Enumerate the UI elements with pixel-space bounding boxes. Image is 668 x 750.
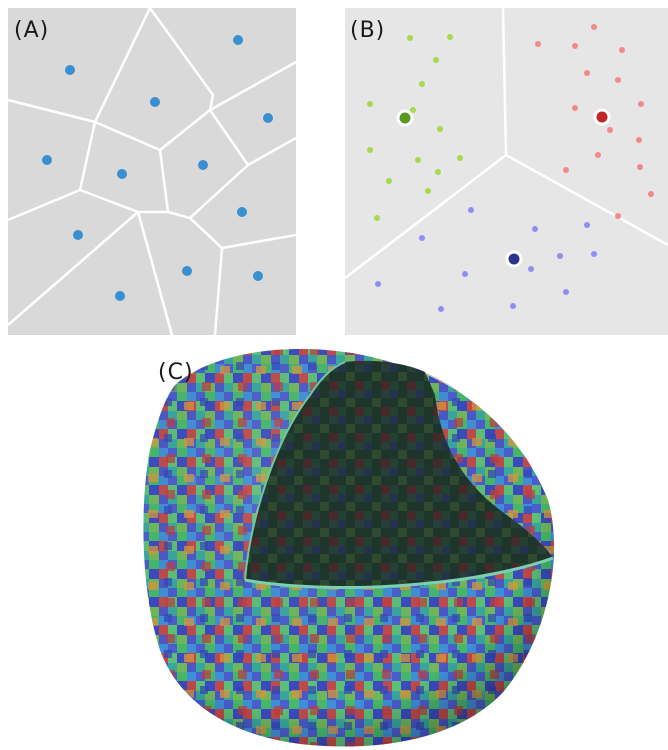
data-point bbox=[374, 215, 380, 221]
data-point bbox=[615, 213, 621, 219]
data-point bbox=[419, 235, 425, 241]
blue-cluster-points bbox=[375, 207, 597, 312]
voronoi-diagram bbox=[7, 7, 297, 336]
data-point bbox=[438, 306, 444, 312]
blue-centroid bbox=[505, 250, 523, 268]
data-point bbox=[468, 207, 474, 213]
data-point bbox=[419, 81, 425, 87]
data-point bbox=[410, 107, 416, 113]
panel-b: (B) bbox=[338, 0, 668, 340]
particle-sphere bbox=[143, 349, 555, 747]
data-point bbox=[386, 178, 392, 184]
voronoi-site bbox=[150, 97, 160, 107]
voronoi-site bbox=[198, 160, 208, 170]
cut-rim bbox=[244, 556, 554, 589]
voronoi-site bbox=[73, 230, 83, 240]
data-point bbox=[584, 222, 590, 228]
voronoi-sites bbox=[42, 35, 273, 301]
data-point bbox=[648, 191, 654, 197]
data-point bbox=[433, 57, 439, 63]
cut-edge bbox=[244, 361, 346, 581]
data-point bbox=[407, 35, 413, 41]
data-point bbox=[572, 43, 578, 49]
data-point bbox=[457, 155, 463, 161]
data-point bbox=[462, 271, 468, 277]
voronoi-site bbox=[263, 113, 273, 123]
data-point bbox=[563, 167, 569, 173]
voronoi-background bbox=[8, 8, 296, 335]
voronoi-site bbox=[233, 35, 243, 45]
data-point bbox=[563, 289, 569, 295]
data-point bbox=[607, 127, 613, 133]
data-point bbox=[557, 253, 563, 259]
data-point bbox=[636, 137, 642, 143]
data-point bbox=[572, 105, 578, 111]
voronoi-site bbox=[182, 266, 192, 276]
data-point bbox=[510, 303, 516, 309]
data-point bbox=[425, 188, 431, 194]
data-point bbox=[591, 251, 597, 257]
data-point bbox=[535, 41, 541, 47]
data-point bbox=[595, 152, 601, 158]
data-point bbox=[591, 24, 597, 30]
red-centroid bbox=[593, 108, 611, 126]
voronoi-site bbox=[117, 169, 127, 179]
panel-c: (C) bbox=[0, 340, 668, 750]
voronoi-site bbox=[237, 207, 247, 217]
voronoi-site bbox=[115, 291, 125, 301]
red-cluster-points bbox=[535, 24, 654, 219]
data-point bbox=[615, 77, 621, 83]
data-point bbox=[437, 126, 443, 132]
green-centroid bbox=[396, 109, 414, 127]
data-point bbox=[447, 34, 453, 40]
green-cluster-points bbox=[367, 34, 463, 221]
data-point bbox=[415, 157, 421, 163]
data-point bbox=[528, 266, 534, 272]
data-point bbox=[637, 164, 643, 170]
panel-c-label: (C) bbox=[158, 360, 194, 385]
cluster-boundaries bbox=[344, 7, 668, 279]
data-point bbox=[375, 281, 381, 287]
clustering-diagram bbox=[344, 7, 668, 335]
voronoi-site bbox=[253, 271, 263, 281]
panel-a-label: (A) bbox=[14, 18, 50, 43]
data-point bbox=[367, 147, 373, 153]
clustering-background bbox=[345, 8, 668, 335]
data-point bbox=[619, 47, 625, 53]
data-point bbox=[584, 70, 590, 76]
voronoi-site bbox=[65, 65, 75, 75]
voronoi-cell-edges bbox=[7, 7, 297, 336]
panel-a: (A) bbox=[0, 0, 300, 340]
data-point bbox=[532, 226, 538, 232]
voronoi-site bbox=[42, 155, 52, 165]
cluster-centroids bbox=[396, 108, 611, 268]
data-point bbox=[435, 169, 441, 175]
data-point bbox=[367, 101, 373, 107]
data-point bbox=[638, 101, 644, 107]
panel-b-label: (B) bbox=[350, 18, 386, 43]
